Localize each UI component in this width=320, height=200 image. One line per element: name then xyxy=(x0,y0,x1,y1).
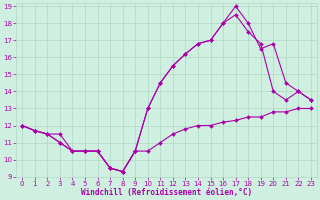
X-axis label: Windchill (Refroidissement éolien,°C): Windchill (Refroidissement éolien,°C) xyxy=(81,188,252,197)
